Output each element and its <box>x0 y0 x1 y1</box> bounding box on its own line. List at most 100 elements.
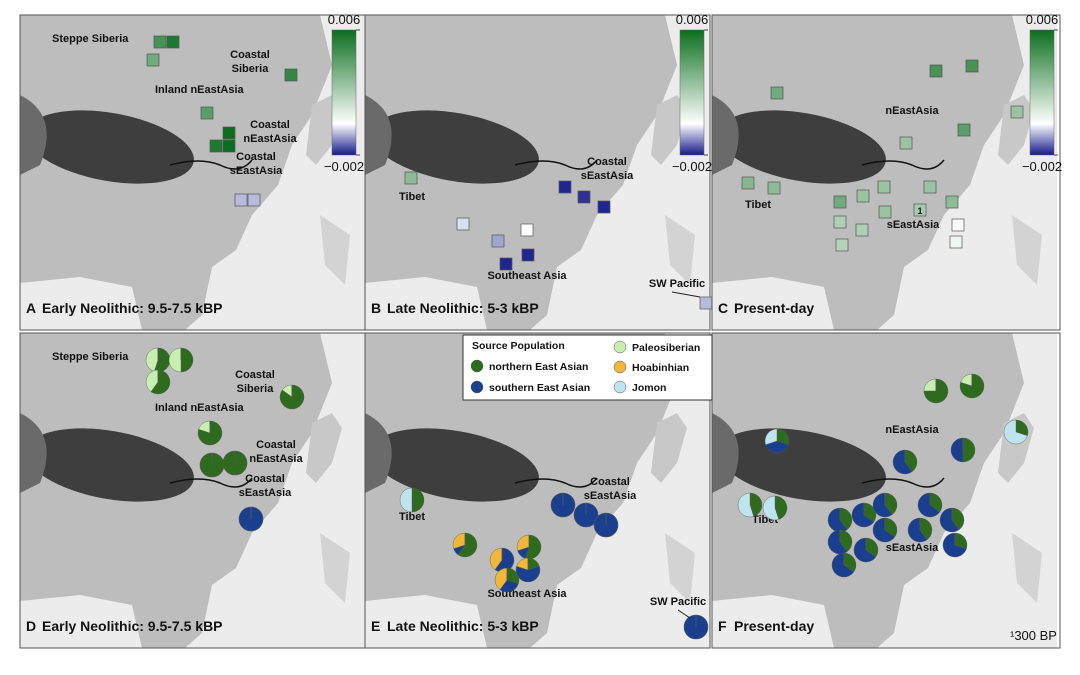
panel-letter: C <box>718 300 728 316</box>
region-label: sEastAsia <box>239 487 292 499</box>
legend-swatch <box>470 380 484 394</box>
pie-slice <box>950 437 964 463</box>
pie-slice <box>145 347 159 372</box>
region-label: Tibet <box>399 191 425 203</box>
square-marker <box>856 189 870 203</box>
pie-slice <box>411 487 425 513</box>
pie-slice <box>457 532 478 558</box>
colorbar-tick-label: −0.002 <box>672 159 712 174</box>
pie-slice <box>839 529 853 552</box>
square-marker <box>597 200 611 214</box>
pie-slice <box>843 552 857 573</box>
panel-letter: F <box>718 618 727 634</box>
pie-slice <box>764 428 778 445</box>
panel-title: Late Neolithic: 5-3 kBP <box>387 618 539 634</box>
square-marker <box>770 86 784 100</box>
pie-slice <box>865 537 879 558</box>
legend-label: Paleosiberian <box>632 342 700 354</box>
region-label: Steppe Siberia <box>52 33 129 45</box>
square-marker <box>209 139 223 153</box>
map-background <box>711 332 1058 649</box>
pie-slice <box>831 552 854 578</box>
square-marker <box>835 238 849 252</box>
legend-swatch <box>613 360 627 374</box>
panel-frame <box>711 14 1061 331</box>
pie-slice <box>904 449 918 472</box>
square-marker <box>247 193 261 207</box>
region-label: sEastAsia <box>887 219 940 231</box>
pie-slice <box>399 487 413 513</box>
square-marker <box>146 53 160 67</box>
square-marker <box>929 64 943 78</box>
square-marker <box>404 171 418 185</box>
square-marker <box>855 223 869 237</box>
pie-slice <box>749 492 763 517</box>
region-label: Southeast Asia <box>487 270 567 282</box>
region-label: nEastAsia <box>249 453 303 465</box>
region-label: sEastAsia <box>230 165 283 177</box>
square-marker <box>499 257 513 271</box>
arrow <box>671 291 701 298</box>
square-note: 1 <box>917 206 922 216</box>
pie-slice <box>923 378 949 404</box>
legend-label: Jomon <box>632 382 666 394</box>
legend-swatch <box>613 380 627 394</box>
region-label: Inland nEastAsia <box>155 402 245 414</box>
region-label: SW Pacific <box>650 596 706 608</box>
square-marker <box>153 35 167 49</box>
region-label: Coastal <box>590 476 630 488</box>
pie-slice <box>494 547 515 573</box>
square-marker <box>899 136 913 150</box>
square-marker <box>222 139 236 153</box>
region-label: Coastal <box>256 439 296 451</box>
square-marker <box>200 106 214 120</box>
legend-label: Hoabinhian <box>632 362 689 374</box>
pie-slice <box>872 492 893 518</box>
panel-letter: E <box>371 618 380 634</box>
pie-slice <box>762 495 779 521</box>
square-marker <box>284 68 298 82</box>
pie-slice <box>774 495 788 520</box>
panel-title: Present-day <box>734 300 814 316</box>
region-label: sEastAsia <box>886 542 939 554</box>
pie-slice <box>929 492 943 513</box>
square-marker <box>965 59 979 73</box>
legend-label: southern East Asian <box>489 382 590 394</box>
square-marker <box>491 234 505 248</box>
square-marker <box>913 203 927 217</box>
colorbar <box>331 29 357 156</box>
pie-slice <box>765 440 789 454</box>
colorbar-tick-label: 0.006 <box>1026 12 1059 27</box>
pie-slice <box>884 492 898 515</box>
pie-slice <box>489 547 503 570</box>
footnote: ¹300 BP <box>1010 628 1057 643</box>
region-label: Southeast Asia <box>487 588 567 600</box>
square-marker <box>577 190 591 204</box>
pie-slice <box>1003 419 1028 445</box>
pie-slice <box>872 517 895 543</box>
square-marker <box>957 123 971 137</box>
region-label: Tibet <box>745 199 771 211</box>
square-marker <box>923 180 937 194</box>
region-label: Inland nEastAsia <box>155 84 245 96</box>
panel-title: Early Neolithic: 9.5-7.5 kBP <box>42 300 223 316</box>
region-label: Steppe Siberia <box>52 351 129 363</box>
panel-letter: D <box>26 618 36 634</box>
panel-frame <box>711 332 1061 649</box>
pie-slice <box>942 532 967 558</box>
legend-label: northern East Asian <box>489 361 588 373</box>
pie-slice <box>917 492 940 518</box>
square-marker <box>520 223 534 237</box>
colorbar-tick-label: −0.002 <box>324 159 364 174</box>
pie-slice <box>168 347 182 373</box>
colorbar-tick-label: 0.006 <box>676 12 709 27</box>
region-label: Tibet <box>399 511 425 523</box>
square-marker <box>877 180 891 194</box>
square-marker <box>833 215 847 229</box>
square-marker <box>951 218 965 232</box>
pie-slice <box>939 507 960 533</box>
square-marker <box>558 180 572 194</box>
arrow <box>677 609 691 619</box>
region-label: sEastAsia <box>581 170 634 182</box>
